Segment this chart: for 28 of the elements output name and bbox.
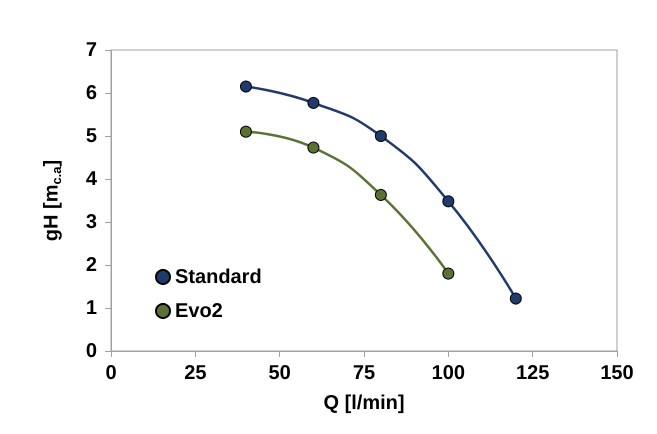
x-tick-label: 25 [184, 362, 206, 384]
point [442, 268, 454, 280]
point [374, 130, 387, 142]
x-axis-title: Q [l/min] [323, 392, 405, 414]
x-tick-label: 50 [268, 362, 291, 384]
point [307, 96, 320, 109]
y-tick-label: 7 [86, 39, 97, 61]
point [510, 292, 522, 305]
y-tick-label: 6 [86, 82, 97, 104]
x-tick-label: 125 [516, 362, 550, 384]
point [442, 195, 454, 208]
y-tick-label: 3 [86, 211, 97, 233]
y-tick-label: 4 [86, 168, 98, 190]
legend-label: Evo2 [175, 300, 223, 322]
legend-label: Standard [175, 266, 262, 288]
x-tick-label: 100 [432, 362, 466, 384]
y-tick-label: 5 [86, 125, 97, 147]
y-tick-label: 1 [86, 297, 97, 319]
x-tick-label: 0 [105, 362, 117, 384]
y-tick-label: 2 [86, 254, 97, 276]
point [240, 80, 252, 93]
y-axis-title: gH [mc.a] [40, 160, 64, 242]
point [240, 126, 252, 138]
x-tick-label: 150 [600, 362, 634, 384]
x-tick-label: 75 [352, 362, 376, 384]
point [307, 142, 320, 154]
point [374, 188, 387, 201]
y-tick-label: 0 [86, 340, 97, 362]
